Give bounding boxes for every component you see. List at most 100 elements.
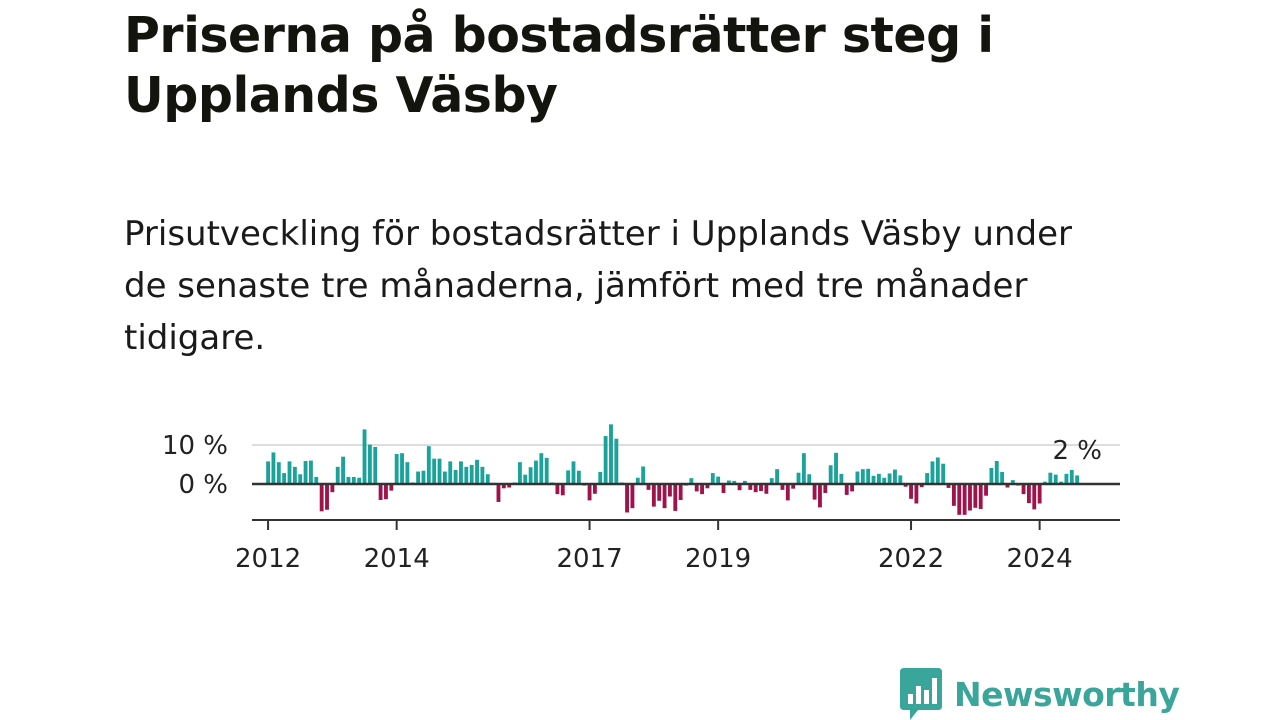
bar bbox=[646, 484, 651, 490]
bar bbox=[405, 462, 410, 484]
bar bbox=[303, 460, 308, 484]
bar bbox=[855, 471, 860, 484]
bar bbox=[785, 484, 790, 501]
bar bbox=[930, 461, 935, 484]
bar bbox=[566, 470, 571, 484]
bar bbox=[603, 436, 608, 484]
page-subtitle: Prisutveckling för bostadsrätter i Uppla… bbox=[124, 214, 1072, 358]
bar bbox=[753, 484, 758, 493]
bar bbox=[539, 453, 544, 484]
bar bbox=[984, 484, 988, 496]
bar bbox=[330, 484, 335, 493]
bar bbox=[946, 484, 951, 488]
logo-text: Newsworthy bbox=[954, 674, 1180, 714]
x-tick-label: 2019 bbox=[685, 544, 751, 574]
bar bbox=[828, 465, 833, 484]
chart-bars bbox=[266, 424, 1080, 515]
bar bbox=[630, 484, 635, 509]
bar bbox=[812, 484, 817, 500]
bar bbox=[903, 484, 908, 487]
bar bbox=[544, 457, 549, 484]
x-tick-label: 2017 bbox=[556, 544, 622, 574]
bar bbox=[1048, 472, 1053, 484]
bar bbox=[625, 484, 629, 513]
bar bbox=[555, 484, 560, 495]
bar bbox=[898, 475, 903, 484]
chart-axes bbox=[252, 482, 1120, 530]
bar bbox=[309, 460, 313, 484]
bar bbox=[373, 446, 378, 484]
bar bbox=[298, 474, 303, 484]
bar bbox=[780, 484, 785, 490]
bar bbox=[657, 484, 662, 501]
bar bbox=[437, 458, 442, 484]
bar bbox=[973, 484, 978, 508]
bar bbox=[844, 484, 849, 495]
bar bbox=[662, 484, 667, 509]
bar bbox=[791, 484, 796, 489]
bar bbox=[416, 471, 421, 484]
bar bbox=[421, 470, 426, 484]
bar bbox=[448, 461, 453, 484]
bar bbox=[668, 484, 672, 497]
bar bbox=[346, 476, 351, 484]
bar bbox=[389, 484, 394, 491]
bar bbox=[871, 475, 876, 484]
bar bbox=[818, 484, 822, 508]
bar bbox=[1026, 484, 1031, 504]
bar bbox=[335, 466, 340, 484]
bar bbox=[1053, 474, 1058, 484]
bar bbox=[694, 484, 699, 492]
bar bbox=[1075, 475, 1080, 484]
bar bbox=[850, 484, 855, 492]
bar bbox=[807, 474, 812, 484]
bar bbox=[962, 484, 967, 515]
bar bbox=[635, 477, 640, 484]
bar bbox=[276, 462, 281, 484]
bar bbox=[721, 484, 726, 493]
bar bbox=[673, 484, 678, 511]
x-tick-label: 2014 bbox=[364, 544, 430, 574]
bar bbox=[614, 438, 619, 484]
bar bbox=[769, 478, 774, 484]
bar bbox=[716, 476, 721, 484]
bar bbox=[689, 478, 694, 484]
bar bbox=[678, 484, 683, 500]
bar bbox=[357, 477, 362, 484]
bar bbox=[748, 484, 753, 490]
bar bbox=[496, 484, 501, 502]
bar bbox=[292, 466, 297, 484]
bar bbox=[641, 466, 646, 484]
bar bbox=[453, 469, 458, 484]
bar bbox=[732, 480, 737, 484]
bar bbox=[989, 468, 994, 484]
bar bbox=[705, 484, 710, 489]
bar bbox=[759, 484, 763, 492]
bar bbox=[400, 453, 404, 484]
bar bbox=[893, 469, 897, 484]
bar bbox=[266, 461, 271, 484]
bar bbox=[314, 476, 319, 484]
bar bbox=[775, 469, 780, 484]
bar bbox=[560, 484, 565, 496]
bar bbox=[1032, 484, 1037, 510]
bar bbox=[394, 453, 399, 484]
bar bbox=[919, 484, 924, 488]
bar bbox=[464, 466, 469, 484]
bar bbox=[764, 484, 769, 494]
bar bbox=[914, 484, 919, 504]
bar bbox=[743, 480, 747, 484]
bar bbox=[876, 473, 881, 484]
bar bbox=[367, 444, 372, 484]
bar bbox=[839, 473, 844, 484]
bar bbox=[598, 471, 603, 484]
bar bbox=[737, 484, 742, 491]
x-tick-label: 2024 bbox=[1007, 544, 1073, 574]
last-value-label: 2 % bbox=[1052, 436, 1102, 466]
bar bbox=[710, 473, 715, 484]
bar bbox=[571, 461, 576, 484]
bar bbox=[860, 469, 865, 484]
bar bbox=[1005, 484, 1010, 488]
bar bbox=[341, 456, 346, 484]
bar bbox=[887, 473, 892, 484]
